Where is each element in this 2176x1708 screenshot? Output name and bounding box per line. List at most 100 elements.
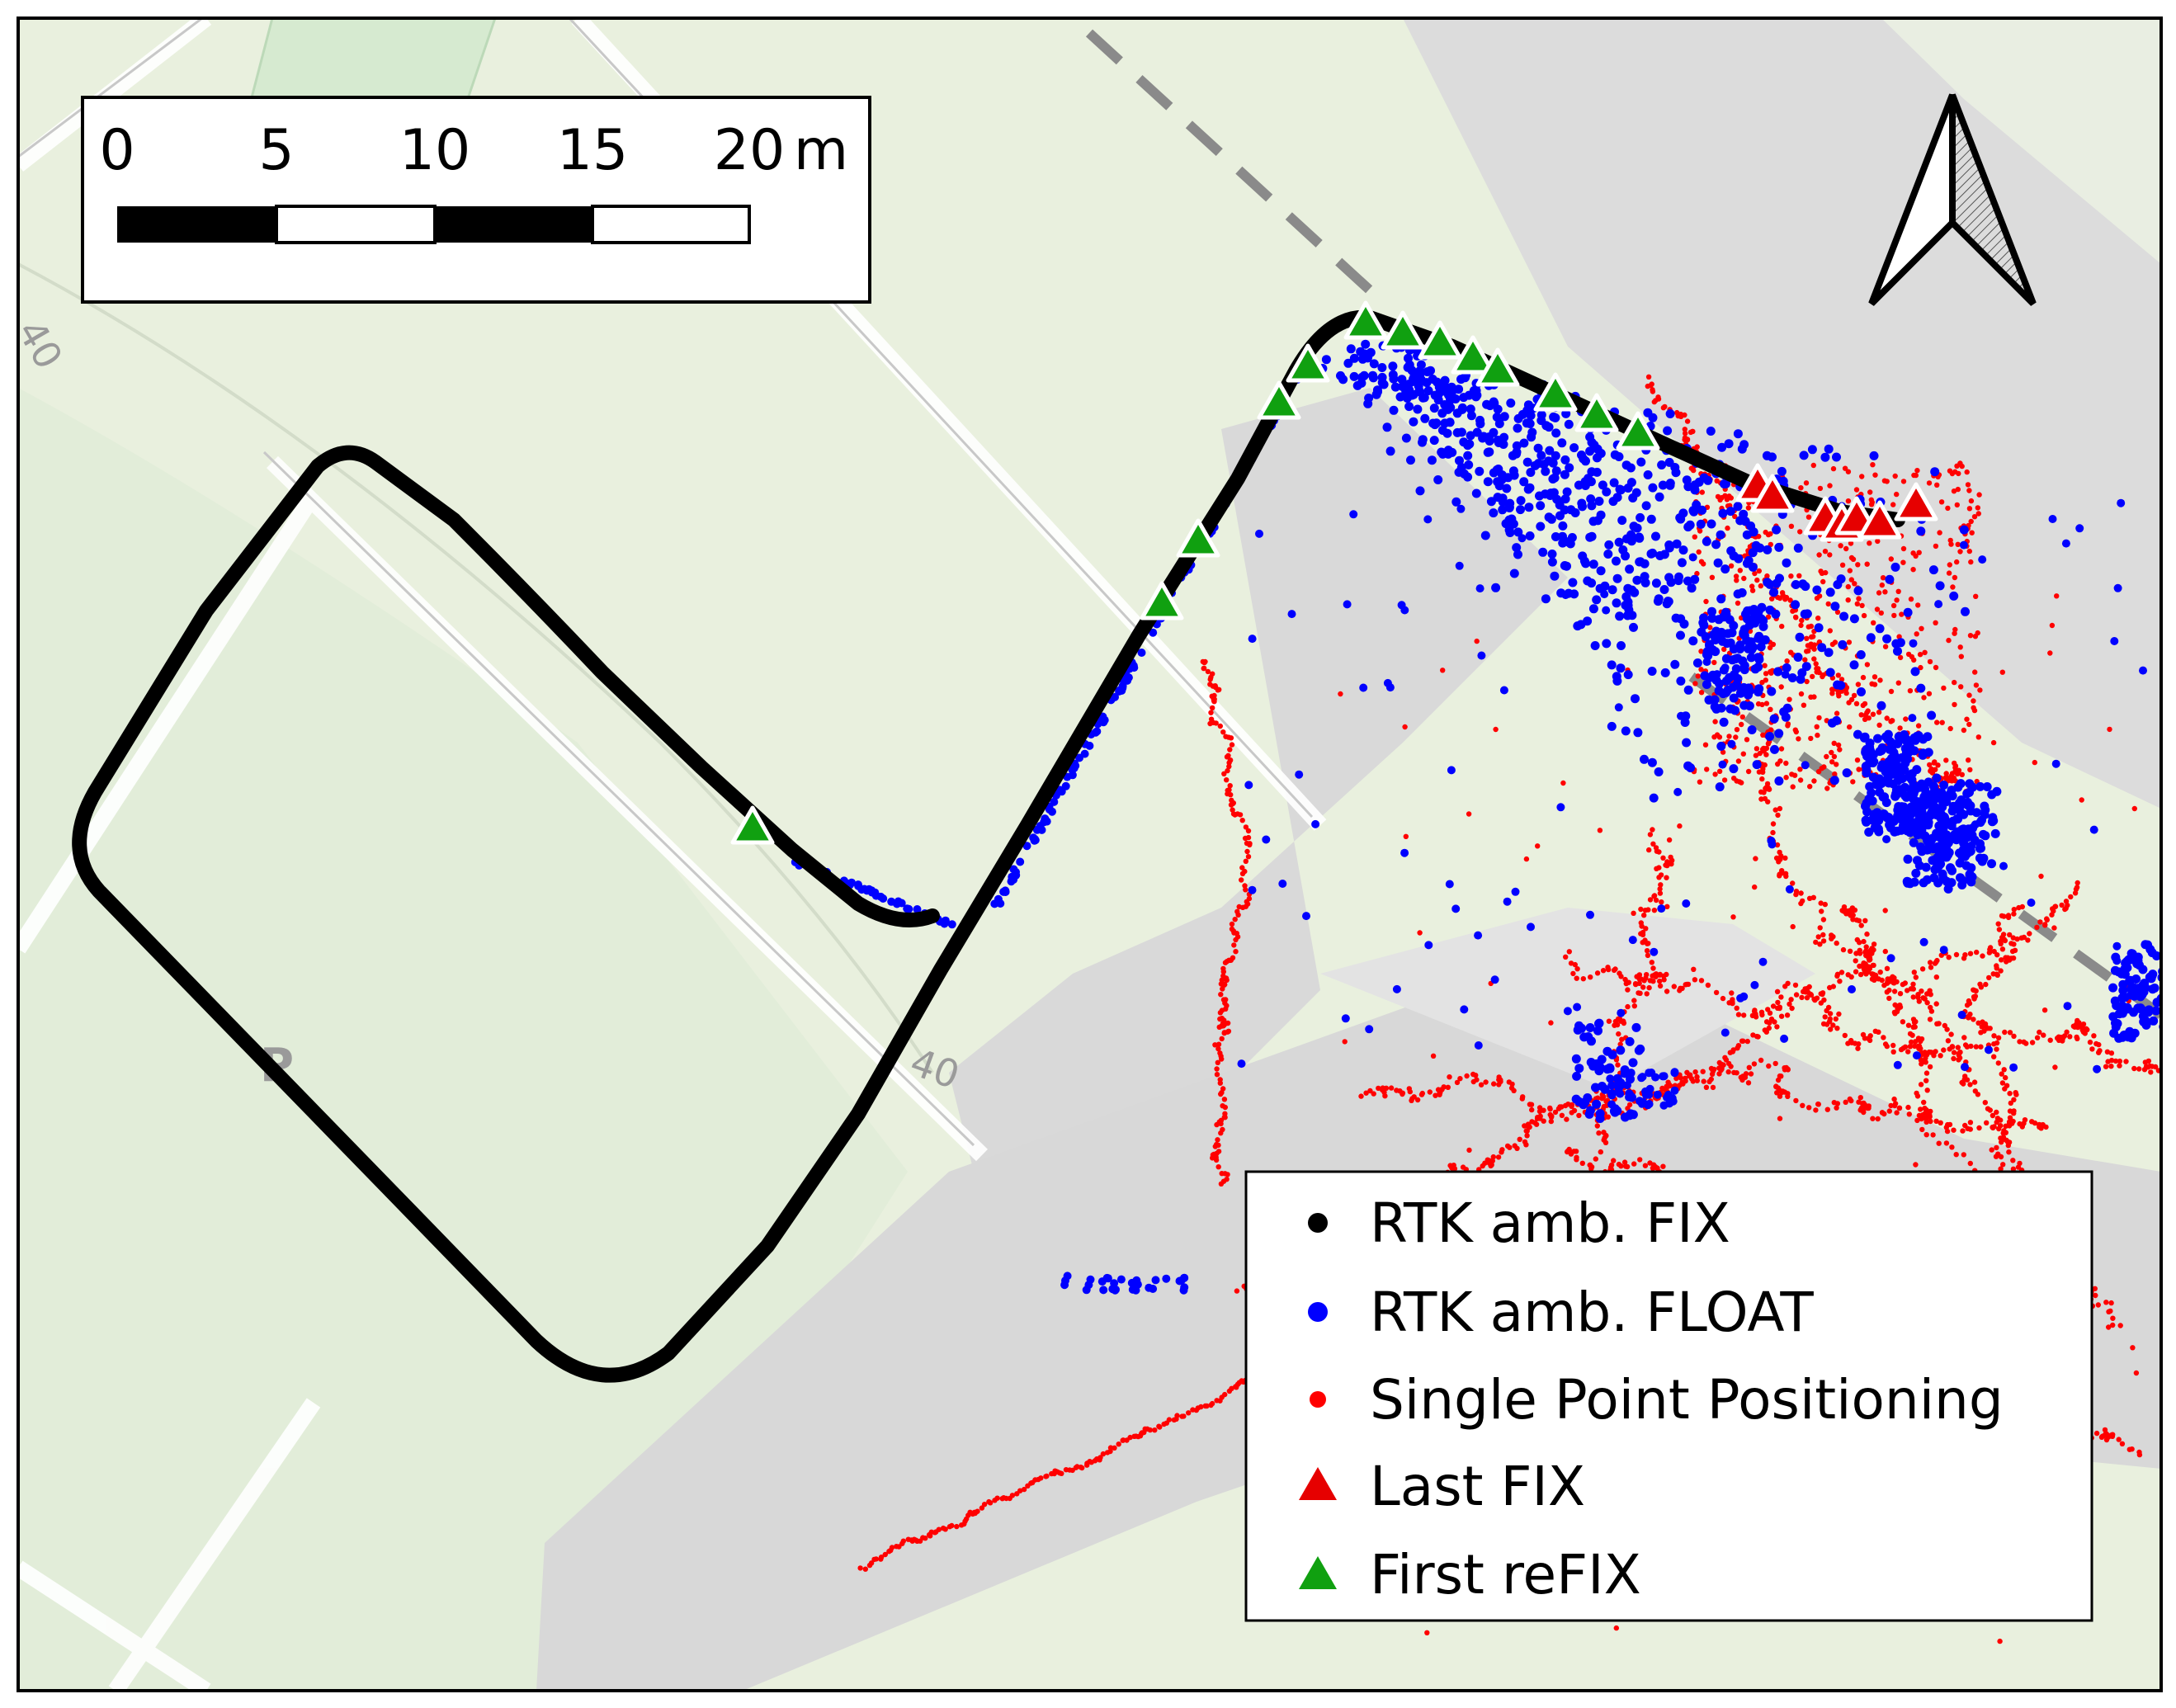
float-point [1607, 1081, 1617, 1090]
spp-point [1790, 608, 1796, 614]
spp-point [1222, 1115, 1228, 1121]
spp-point [936, 1526, 942, 1532]
float-point [1781, 712, 1791, 722]
spp-point [2029, 1040, 2036, 1045]
spp-point [1152, 1427, 1158, 1433]
spp-point [1933, 620, 1938, 625]
spp-point [1839, 677, 1845, 682]
spp-point [1917, 652, 1923, 658]
spp-point [1723, 1057, 1730, 1063]
float-point [2117, 498, 2126, 507]
float-point [1836, 681, 1846, 691]
float-point [1932, 828, 1942, 838]
spp-point [1227, 747, 1233, 753]
spp-point [1820, 932, 1826, 938]
float-point [1506, 399, 1516, 408]
float-point [1910, 667, 1920, 677]
float-point [1999, 861, 2008, 871]
spp-point [1990, 971, 1996, 977]
spp-point [1913, 1162, 1919, 1168]
spp-point [2116, 1437, 2122, 1442]
spp-point [1847, 568, 1853, 573]
spp-point [1642, 908, 1649, 913]
spp-point [1910, 994, 1916, 1000]
float-point [1975, 853, 1985, 863]
float-point [2009, 1063, 2018, 1072]
float-point [1527, 922, 1535, 932]
spp-point [1977, 981, 1983, 988]
spp-point [1834, 609, 1841, 616]
spp-point [1890, 602, 1897, 609]
float-point [1440, 375, 1450, 385]
float-point [1724, 439, 1734, 449]
spp-point [1643, 926, 1649, 932]
float-point [1349, 510, 1358, 519]
float-point [1874, 816, 1884, 825]
float-point [1497, 470, 1507, 480]
float-point [1934, 821, 1944, 831]
spp-point [1895, 680, 1901, 686]
float-point [1926, 799, 1935, 809]
float-point [879, 894, 888, 903]
spp-point [1824, 1106, 1830, 1112]
spp-point [2034, 924, 2040, 931]
spp-point [1845, 583, 1851, 590]
spp-point [2038, 873, 2044, 880]
float-point [2141, 1020, 2151, 1030]
spp-point [1212, 1042, 1218, 1048]
spp-point [1919, 625, 1924, 631]
spp-point [1905, 988, 1910, 993]
float-point [1673, 576, 1683, 586]
float-point [1654, 492, 1664, 502]
spp-point [1798, 691, 1805, 697]
spp-point [1495, 1154, 1502, 1160]
spp-point [1708, 1076, 1714, 1083]
spp-point [1941, 685, 1947, 691]
float-point [1643, 470, 1653, 479]
float-point [1739, 630, 1749, 639]
spp-point [1758, 1057, 1764, 1064]
spp-point [1166, 1417, 1173, 1423]
spp-point [2001, 1067, 2007, 1073]
spp-point [2011, 1033, 2017, 1040]
spp-point [1703, 1084, 1710, 1091]
spp-point [1768, 706, 1773, 712]
float-point [1839, 611, 1849, 621]
spp-point [1739, 721, 1744, 728]
float-point [1931, 809, 1941, 819]
spp-point [1872, 472, 1878, 478]
spp-point [1928, 1008, 1935, 1014]
spp-point [2133, 1370, 2140, 1376]
spp-point [1574, 975, 1579, 981]
spp-point [1464, 1073, 1470, 1079]
spp-point [1571, 1107, 1578, 1114]
float-point [1626, 1069, 1636, 1078]
float-point [2113, 583, 2122, 592]
spp-point [1911, 970, 1917, 975]
float-point [1731, 664, 1741, 673]
spp-point [1243, 887, 1248, 893]
spp-point [1658, 882, 1664, 888]
spp-point [949, 1522, 955, 1529]
float-point [1912, 1051, 1921, 1060]
spp-point [1721, 646, 1727, 653]
spp-point [1220, 969, 1227, 974]
float-point [1438, 386, 1448, 396]
spp-point [1774, 988, 1781, 995]
spp-point [1882, 908, 1888, 913]
float-point [1022, 842, 1031, 851]
spp-point [1966, 721, 1972, 728]
float-point [1651, 578, 1661, 588]
spp-point [1650, 389, 1656, 394]
spp-point [1602, 1139, 1609, 1146]
spp-point [1990, 1112, 1996, 1119]
spp-point [2041, 1007, 2048, 1013]
spp-point [1215, 687, 1221, 693]
spp-point [1804, 995, 1810, 1001]
float-point [1912, 819, 1922, 828]
spp-point [1744, 1038, 1750, 1045]
float-point [1632, 523, 1642, 533]
float-point [1102, 1273, 1112, 1282]
spp-point [1763, 1029, 1769, 1035]
